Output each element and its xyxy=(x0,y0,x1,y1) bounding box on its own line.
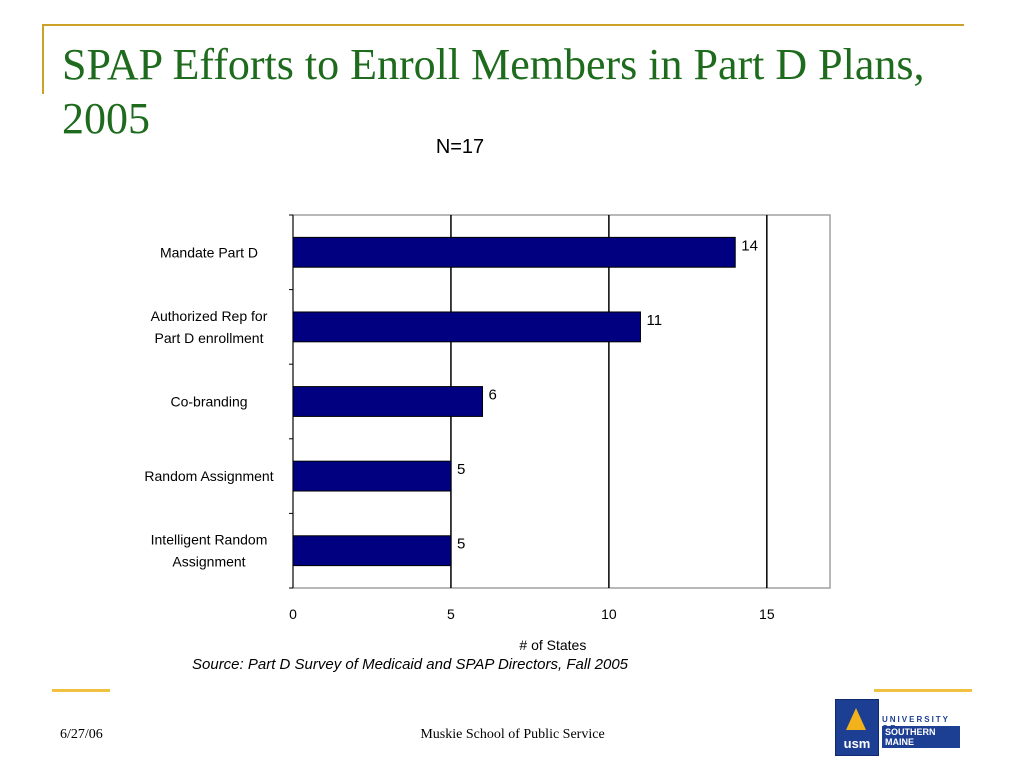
bar xyxy=(292,460,452,492)
top-frame-rule xyxy=(43,24,964,26)
bar xyxy=(292,236,736,268)
category-label: Assignment xyxy=(172,554,245,570)
data-label: 6 xyxy=(489,387,497,404)
footer-organization: Muskie School of Public Service xyxy=(420,727,605,742)
category-label: Part D enrollment xyxy=(155,330,264,346)
x-tick-label: 0 xyxy=(289,606,297,622)
category-label: Co-branding xyxy=(170,394,247,410)
category-label: Authorized Rep for xyxy=(151,308,268,324)
bar-chart: 14 Mandate Part D 11 Authorized Rep for Part… xyxy=(144,214,831,653)
bar xyxy=(292,535,452,567)
x-tick-label: 15 xyxy=(759,606,775,622)
slide-title: SPAP Efforts to Enroll Members in Part D… xyxy=(62,40,925,143)
footer-rule-right xyxy=(874,689,972,692)
category-label: Random Assignment xyxy=(144,468,273,484)
logo-mark: usm xyxy=(835,699,879,756)
footer-rule-left xyxy=(52,689,110,692)
footer-date: 6/27/06 xyxy=(60,727,103,742)
usm-logo: usm UNIVERSITY OF SOUTHERN MAINE xyxy=(835,699,960,756)
bar xyxy=(292,386,484,417)
left-frame-rule xyxy=(42,24,44,94)
logo-line-2: SOUTHERN MAINE xyxy=(882,726,960,748)
category-label: Intelligent Random xyxy=(151,532,268,548)
data-label: 14 xyxy=(741,237,758,254)
x-axis-label: # of States xyxy=(519,637,586,653)
data-label: 5 xyxy=(457,461,465,478)
x-tick-label: 5 xyxy=(447,606,455,622)
source-note: Source: Part D Survey of Medicaid and SP… xyxy=(192,656,629,673)
category-label: Mandate Part D xyxy=(160,244,258,260)
data-label: 11 xyxy=(646,312,662,329)
x-tick-label: 10 xyxy=(601,606,617,622)
logo-sail-icon xyxy=(846,708,866,730)
bar xyxy=(292,311,641,343)
logo-usm: usm xyxy=(843,736,871,751)
data-label: 5 xyxy=(457,536,465,553)
chart-subtitle: N=17 xyxy=(435,136,485,158)
